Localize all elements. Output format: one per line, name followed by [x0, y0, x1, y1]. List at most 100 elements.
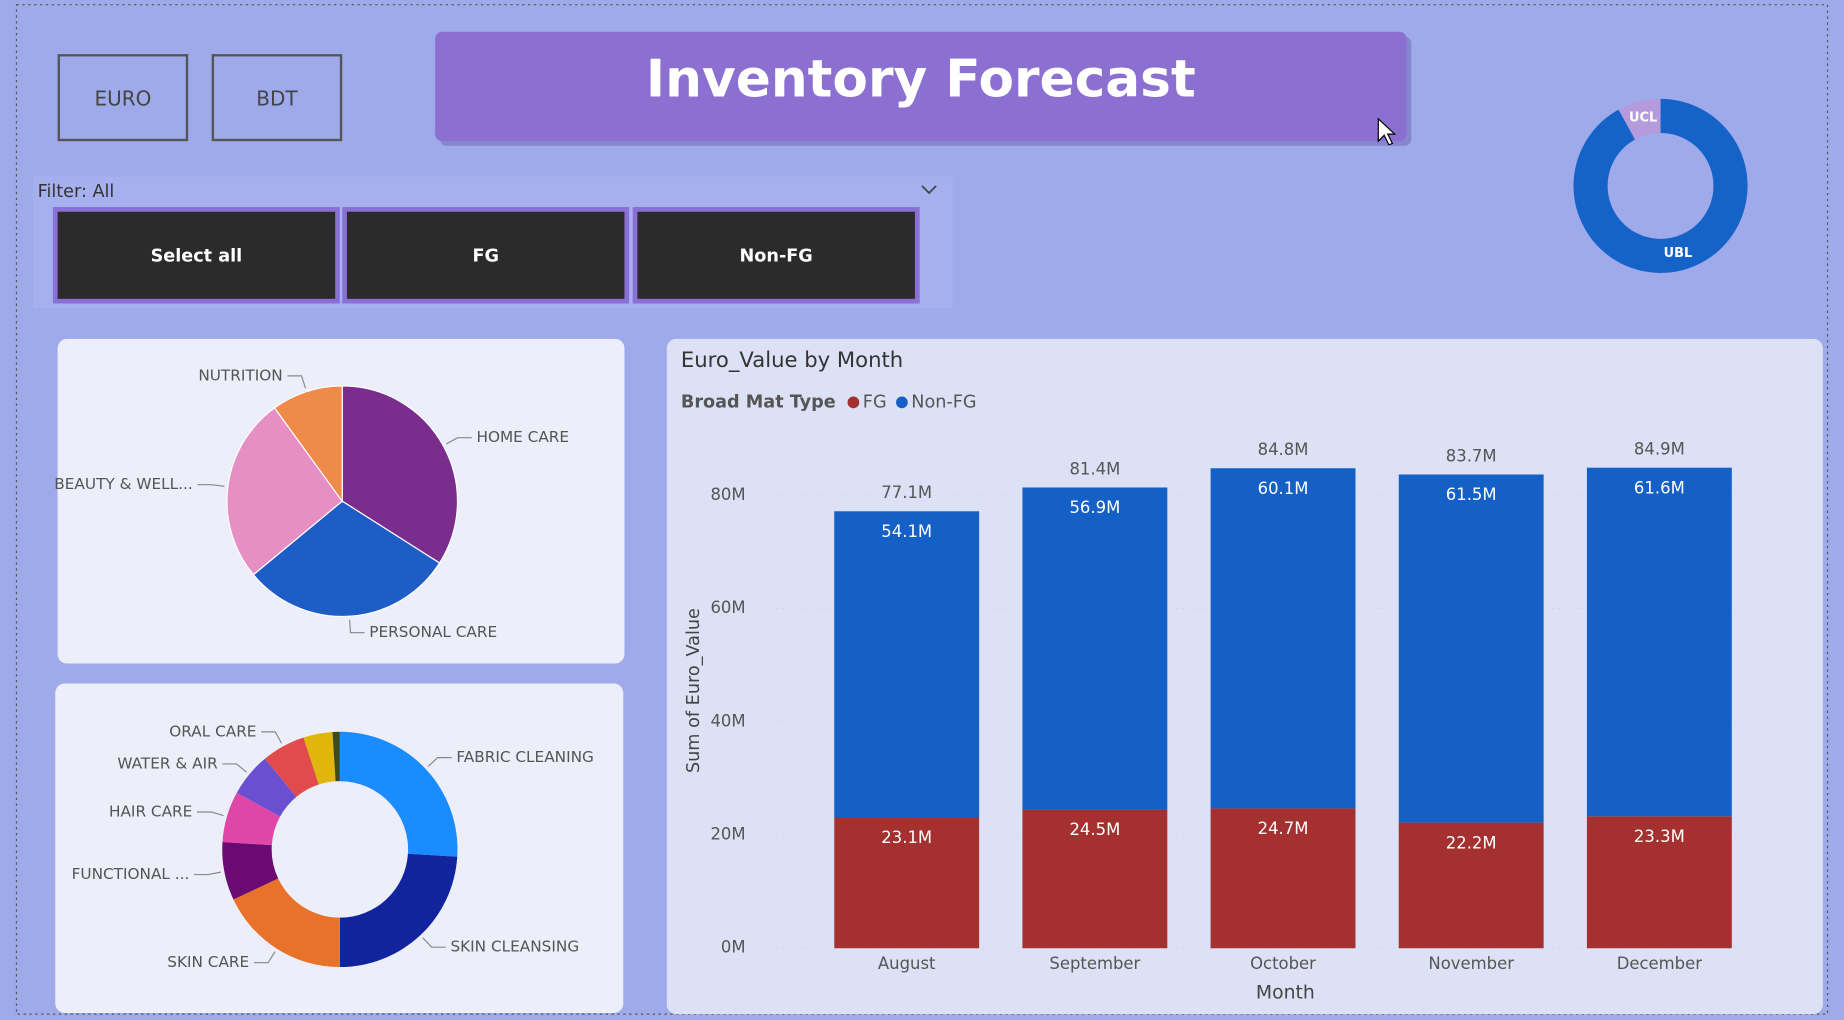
legend-swatch — [847, 396, 860, 409]
slice — [341, 385, 459, 564]
y-tick-label: 40M — [710, 711, 745, 730]
bar-segment — [834, 817, 980, 949]
slice-label: FABRIC CLEANING — [456, 748, 593, 766]
slice — [264, 737, 319, 797]
data-label: 60.1M — [1258, 479, 1309, 498]
legend-swatch — [896, 396, 908, 409]
data-label: 24.5M — [1069, 820, 1120, 839]
total-label: 84.8M — [1258, 440, 1309, 459]
slice — [236, 758, 297, 817]
leader-line — [197, 484, 225, 487]
bar-segment — [1586, 467, 1732, 817]
leader-line — [222, 763, 247, 773]
slice — [222, 842, 279, 900]
leader-line — [197, 811, 224, 817]
slice — [233, 878, 340, 968]
slicer-option-label[interactable]: Select all — [151, 246, 243, 266]
euro-button[interactable] — [57, 54, 189, 142]
x-tick-label: August — [878, 954, 936, 973]
canvas-border — [15, 4, 1829, 1015]
y-tick-label: 80M — [710, 485, 745, 504]
slice-label: PERSONAL CARE — [369, 623, 497, 641]
legend-label: FG — [863, 392, 887, 412]
data-label: 22.2M — [1446, 833, 1497, 852]
slice-label: WATER & AIR — [117, 754, 218, 772]
bar-segment — [834, 511, 980, 818]
slice — [222, 792, 281, 846]
x-tick-label: October — [1250, 954, 1316, 973]
slice-label: UBL — [1664, 246, 1693, 261]
leader-line — [253, 951, 276, 964]
total-label: 84.9M — [1634, 440, 1685, 459]
legend-label: Non-FG — [911, 392, 976, 412]
euro-button-label[interactable]: EURO — [94, 86, 151, 110]
data-label: 23.3M — [1634, 827, 1685, 846]
slice — [226, 407, 344, 576]
slice — [273, 385, 343, 503]
bar-segment — [1210, 808, 1356, 949]
bar-segment — [1210, 468, 1356, 809]
slice-label: UCL — [1629, 111, 1657, 126]
leader-line — [194, 871, 221, 876]
data-label: 54.1M — [881, 522, 932, 541]
leader-line — [287, 375, 307, 389]
leader-line — [422, 937, 446, 948]
leader-line — [427, 757, 452, 767]
slicer-option[interactable] — [52, 207, 340, 304]
slice-label: SKIN CLEANSING — [450, 938, 579, 956]
x-tick-label: December — [1617, 954, 1703, 973]
x-axis-title: Month — [1256, 982, 1315, 1003]
slice-label: BEAUTY & WELL... — [54, 475, 192, 493]
slice-label: ORAL CARE — [169, 722, 256, 740]
bar-segment — [1398, 822, 1544, 949]
data-label: 23.1M — [881, 828, 932, 847]
chart-title: Euro_Value by Month — [681, 347, 903, 372]
bdt-button-label[interactable]: BDT — [256, 86, 298, 110]
y-tick-label: 60M — [710, 598, 745, 617]
title-banner — [435, 31, 1407, 142]
y-tick-label: 0M — [721, 938, 746, 957]
slice-label: HAIR CARE — [109, 802, 192, 820]
slice-label: NUTRITION — [198, 366, 282, 384]
bar-segment — [1022, 809, 1168, 949]
bar-segment — [1022, 487, 1168, 810]
slice — [339, 853, 458, 968]
data-label: 61.5M — [1446, 485, 1497, 504]
data-label: 56.9M — [1069, 498, 1120, 517]
slicer-option-label[interactable]: FG — [472, 246, 499, 266]
title: Inventory Forecast — [646, 49, 1196, 109]
bar-segment — [1586, 816, 1732, 949]
slice-label: FUNCTIONAL ... — [72, 865, 190, 883]
slice — [339, 731, 458, 857]
leader-line — [446, 437, 472, 445]
total-label: 83.7M — [1446, 446, 1497, 465]
filter-label: Filter: All — [38, 182, 115, 202]
x-tick-label: November — [1428, 954, 1514, 973]
y-axis-title: Sum of Euro_Value — [684, 608, 704, 773]
slicer-option-label[interactable]: Non-FG — [740, 246, 813, 266]
slicer-option[interactable] — [632, 207, 920, 304]
cursor — [1377, 117, 1397, 146]
bar-segment — [1398, 474, 1544, 823]
y-tick-label: 20M — [710, 825, 745, 844]
bdt-button[interactable] — [211, 54, 343, 142]
slice — [1573, 98, 1748, 273]
x-tick-label: September — [1049, 954, 1140, 973]
leader-line — [349, 619, 365, 634]
slice-label: HOME CARE — [476, 428, 569, 446]
slice — [252, 500, 441, 618]
data-label: 24.7M — [1258, 819, 1309, 838]
filter-chevron[interactable] — [921, 185, 937, 195]
slicer-option[interactable] — [342, 207, 630, 304]
total-label: 81.4M — [1069, 459, 1120, 478]
total-label: 77.1M — [881, 483, 932, 502]
slice-label: SKIN CARE — [167, 953, 249, 971]
donut-panel — [55, 683, 624, 1013]
slice — [332, 731, 340, 782]
legend-title: Broad Mat Type — [681, 392, 836, 412]
slice — [303, 731, 336, 785]
slice — [1618, 98, 1661, 140]
leader-line — [261, 731, 283, 744]
